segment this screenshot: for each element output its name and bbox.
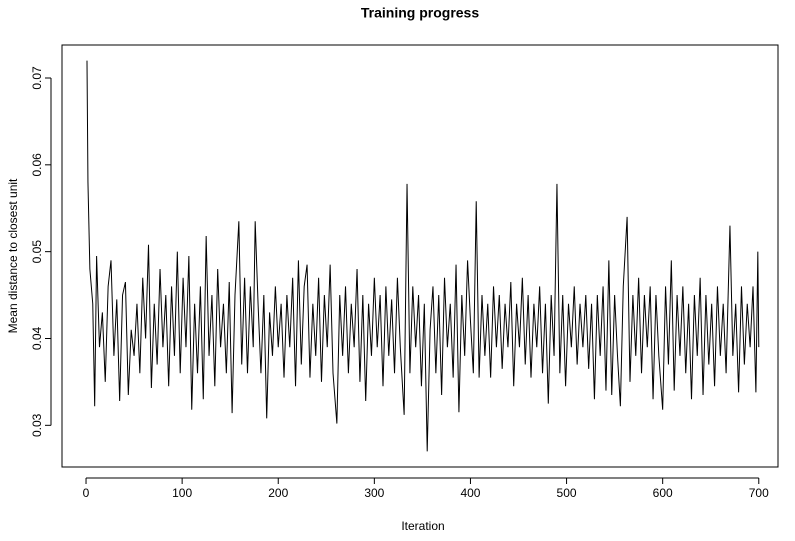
- y-tick-label: 0.05: [30, 240, 44, 264]
- x-tick-label: 600: [653, 486, 673, 500]
- x-tick-label: 0: [83, 486, 90, 500]
- x-tick-label: 500: [557, 486, 577, 500]
- x-axis-label: Iteration: [401, 519, 444, 533]
- plot-frame: [61, 44, 779, 468]
- data-line: [86, 60, 760, 452]
- x-tick-label: 100: [172, 486, 192, 500]
- x-tick-label: 400: [460, 486, 480, 500]
- y-tick-label: 0.07: [30, 66, 44, 90]
- y-tick-label: 0.06: [30, 153, 44, 177]
- y-tick-label: 0.04: [30, 326, 44, 350]
- x-tick-label: 300: [364, 486, 384, 500]
- x-tick-label: 200: [268, 486, 288, 500]
- chart-title: Training progress: [361, 5, 479, 21]
- x-tick-label: 700: [749, 486, 769, 500]
- y-tick-label: 0.03: [30, 413, 44, 437]
- y-axis-label: Mean distance to closest unit: [6, 178, 20, 333]
